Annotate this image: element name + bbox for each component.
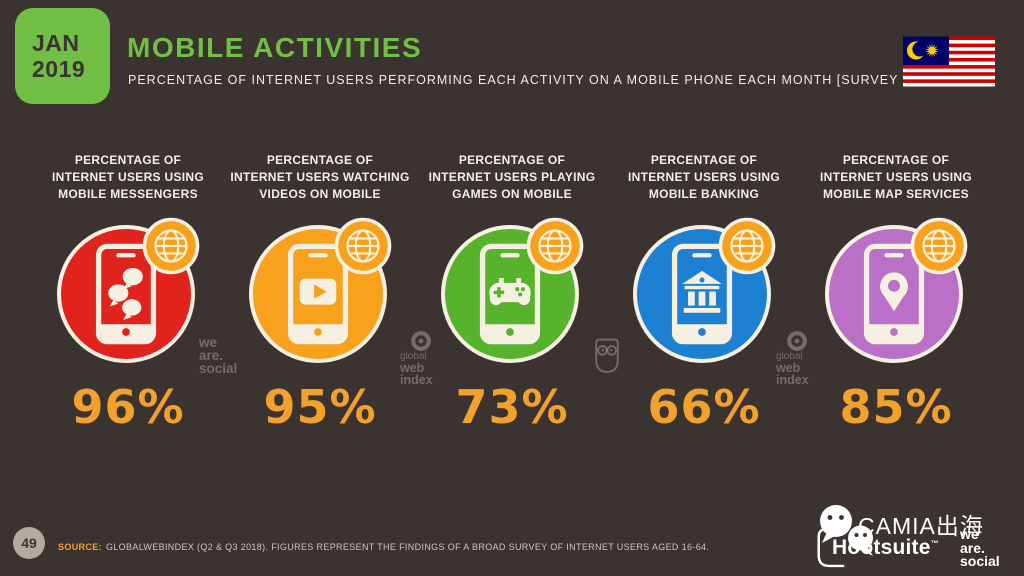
- globalwebindex-watermark: global web index: [394, 330, 452, 386]
- source-note: SOURCE: GLOBALWEBINDEX (Q2 & Q3 2018). FI…: [58, 542, 709, 552]
- phone-icon: [287, 243, 349, 345]
- malaysia-flag-icon: [903, 36, 995, 87]
- gwi-swirl-icon: [411, 331, 431, 351]
- phone-video-play-icon: [244, 216, 396, 366]
- stat-circle: [57, 225, 195, 363]
- footer-logos: Hootsuite™ we are. social CAMIA出海: [812, 504, 1022, 574]
- globe-icon: [526, 217, 584, 275]
- we-are-social-wordmark: we are. social: [960, 526, 1000, 569]
- phone-icon: [863, 243, 925, 345]
- page-title: MOBILE ACTIVITIES: [127, 32, 423, 63]
- globe-icon: [910, 217, 968, 275]
- stat-circle: [825, 225, 963, 363]
- activity-label: PERCENTAGE OF INTERNET USERS PLAYING GAM…: [428, 153, 596, 202]
- activity-label: PERCENTAGE OF INTERNET USERS USING MOBIL…: [627, 153, 780, 202]
- phone-game-controller-icon: [436, 216, 588, 366]
- globalwebindex-watermark: global web index: [770, 330, 828, 386]
- date-month: JAN: [32, 29, 80, 56]
- gwi-swirl-icon: [787, 331, 807, 351]
- activity-column-games: PERCENTAGE OF INTERNET USERS PLAYING GAM…: [416, 152, 608, 434]
- hootsuite-owl-watermark-icon: [595, 338, 619, 373]
- phone-bank-icon: [628, 216, 780, 366]
- phone-map-pin-icon: [820, 216, 972, 366]
- activity-value: 66%: [647, 380, 761, 434]
- phone-icon: [95, 243, 157, 345]
- activity-columns: PERCENTAGE OF INTERNET USERS USING MOBIL…: [32, 152, 992, 434]
- activity-label: PERCENTAGE OF INTERNET USERS USING MOBIL…: [51, 153, 204, 202]
- date-badge: JAN 2019: [15, 8, 110, 104]
- globe-icon: [718, 217, 776, 275]
- activity-column-video: PERCENTAGE OF INTERNET USERS WATCHING VI…: [224, 152, 416, 434]
- activity-value: 73%: [455, 380, 569, 434]
- activity-column-messengers: PERCENTAGE OF INTERNET USERS USING MOBIL…: [32, 152, 224, 434]
- activity-value: 96%: [71, 380, 185, 434]
- globe-icon: [334, 217, 392, 275]
- phone-icon: [479, 243, 541, 345]
- source-label: SOURCE:: [58, 542, 102, 552]
- wechat-icon: [820, 505, 873, 556]
- page-subtitle: PERCENTAGE OF INTERNET USERS PERFORMING …: [128, 73, 955, 87]
- activity-column-banking: PERCENTAGE OF INTERNET USERS USING MOBIL…: [608, 152, 800, 434]
- camia-wordmark: CAMIA出海: [858, 513, 984, 539]
- page-number-badge: 49: [13, 527, 45, 559]
- phone-chat-messengers-icon: [52, 216, 204, 366]
- we-are-social-watermark: we are. social: [199, 335, 238, 376]
- activity-value: 85%: [839, 380, 953, 434]
- activity-label: PERCENTAGE OF INTERNET USERS WATCHING VI…: [230, 153, 410, 202]
- date-year: 2019: [32, 56, 86, 82]
- activity-label: PERCENTAGE OF INTERNET USERS USING MOBIL…: [819, 153, 972, 202]
- activity-column-maps: PERCENTAGE OF INTERNET USERS USING MOBIL…: [800, 152, 992, 434]
- globe-icon: [142, 217, 200, 275]
- phone-icon: [671, 243, 733, 345]
- source-text: GLOBALWEBINDEX (Q2 & Q3 2018). FIGURES R…: [105, 542, 710, 552]
- activity-value: 95%: [263, 380, 377, 434]
